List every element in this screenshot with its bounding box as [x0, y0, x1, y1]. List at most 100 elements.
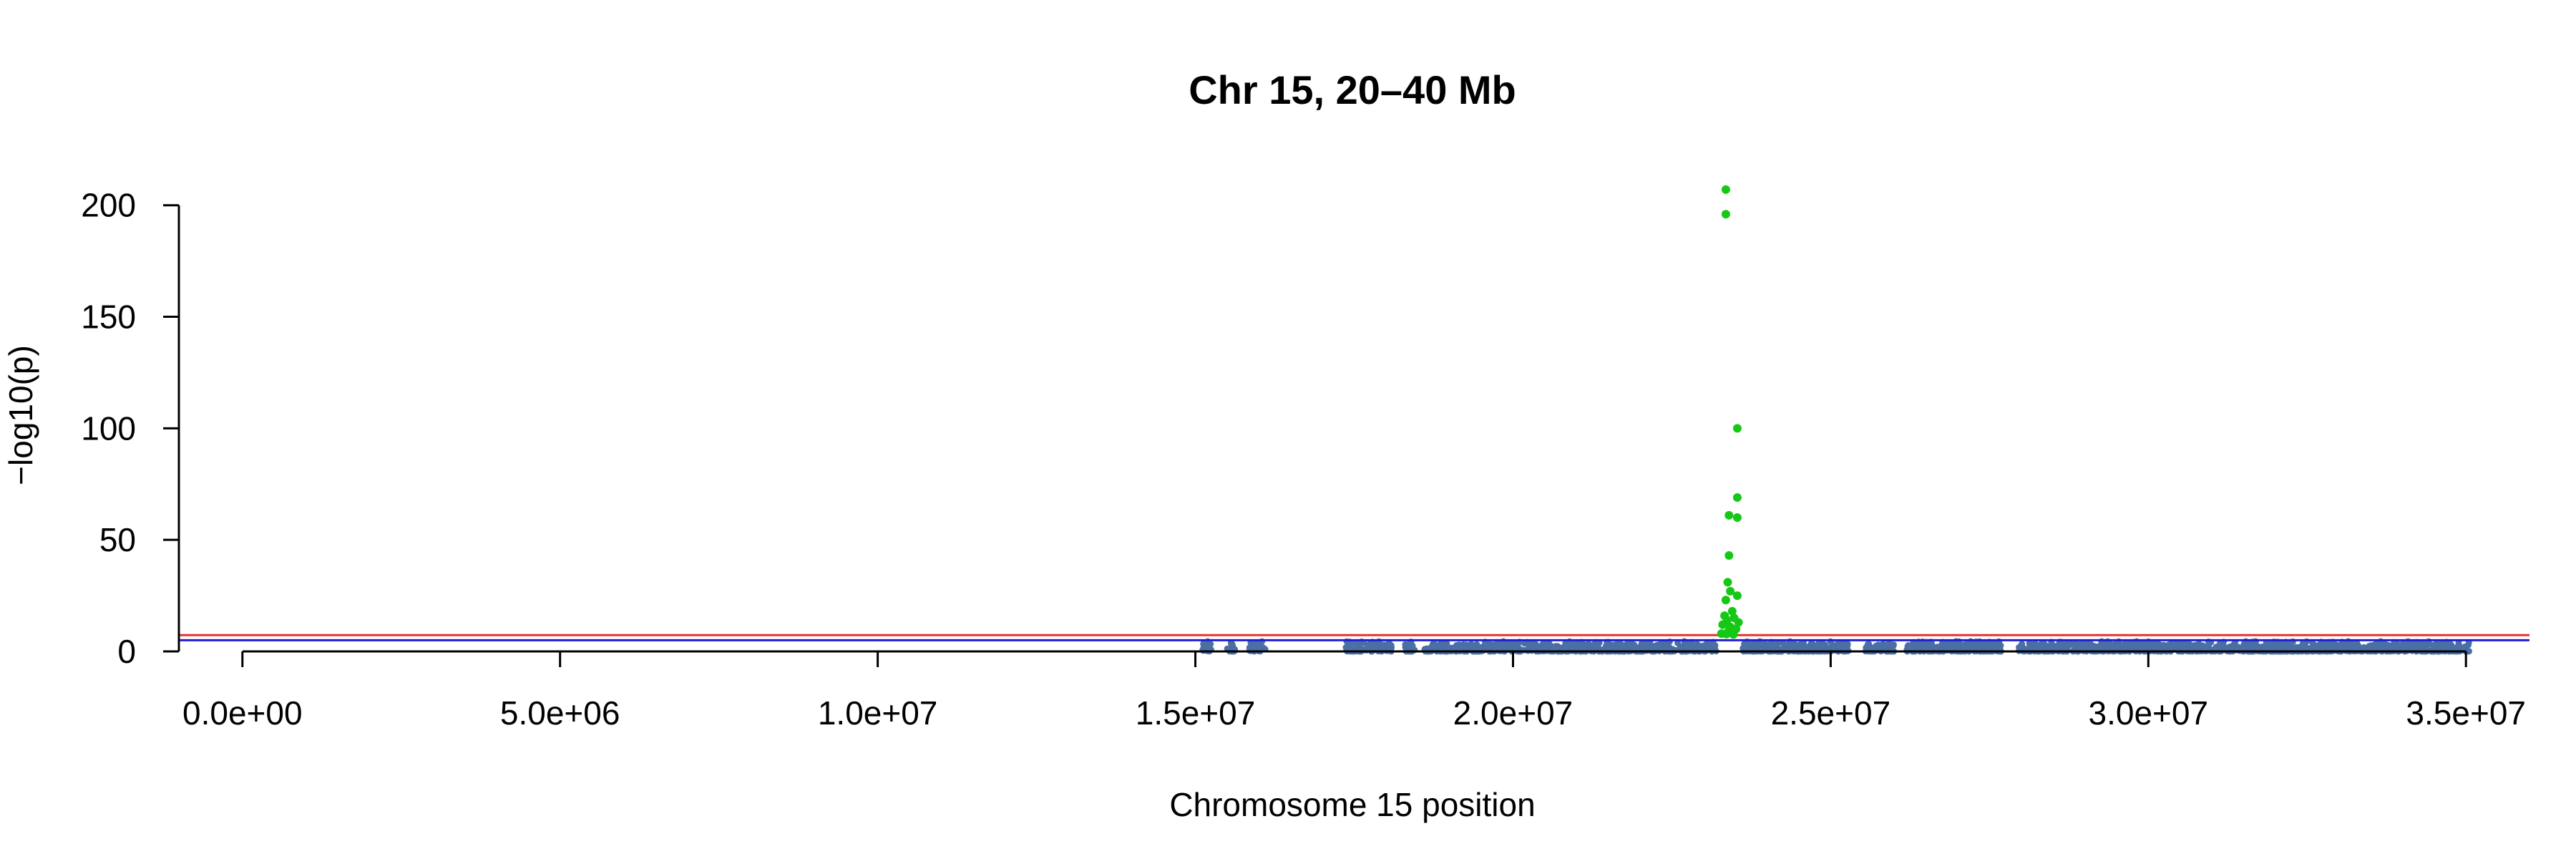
data-point	[1705, 643, 1712, 650]
data-point	[1875, 641, 1882, 649]
data-point	[1836, 644, 1843, 651]
significant-point	[1723, 578, 1732, 587]
data-point	[2052, 643, 2059, 650]
y-tick-label: 0	[117, 633, 136, 670]
data-point	[1353, 642, 1360, 649]
data-point	[1535, 644, 1542, 651]
data-point	[1486, 641, 1493, 649]
data-point	[1747, 641, 1755, 648]
data-point	[2379, 644, 2385, 651]
significant-point	[1727, 606, 1737, 616]
data-point	[2385, 641, 2391, 649]
significant-point	[1721, 210, 1730, 219]
data-point	[1843, 642, 1850, 649]
x-tick-label: 2.0e+07	[1453, 694, 1574, 732]
data-point	[2402, 644, 2409, 651]
significant-point	[1729, 630, 1738, 639]
x-axis-label: Chromosome 15 position	[1169, 786, 1535, 823]
data-point	[1229, 644, 1236, 651]
significant-point	[1722, 629, 1731, 639]
data-point	[1890, 642, 1897, 649]
data-point	[2389, 641, 2396, 649]
data-point	[1610, 641, 1617, 649]
significant-point	[1732, 513, 1742, 522]
data-point	[2424, 641, 2431, 648]
data-point	[2259, 643, 2266, 650]
y-tick-label: 200	[81, 187, 136, 224]
significant-point	[1732, 591, 1742, 601]
data-point	[1529, 639, 1536, 646]
data-point	[2162, 644, 2169, 651]
data-point	[2076, 641, 2083, 649]
data-point	[2186, 643, 2193, 650]
data-point	[2419, 645, 2426, 652]
x-tick-label: 3.0e+07	[2089, 694, 2209, 732]
significant-point	[1726, 586, 1735, 596]
data-point	[1207, 641, 1214, 648]
data-point	[2039, 642, 2046, 649]
data-point	[2132, 644, 2140, 651]
data-point	[1541, 640, 1548, 647]
significant-point	[1732, 424, 1742, 433]
data-point	[2227, 643, 2234, 650]
data-point	[2140, 641, 2147, 648]
data-point	[1865, 641, 1872, 648]
significant-point	[1724, 551, 1734, 560]
data-point	[2406, 643, 2414, 650]
data-point	[1762, 640, 1769, 647]
data-point	[2286, 639, 2293, 646]
data-point	[2192, 641, 2200, 649]
data-point	[1807, 641, 1814, 649]
data-point	[1631, 641, 1638, 649]
x-axis-ticks: 0.0e+00 5.0e+06 1.0e+07 1.5e+07 2.0e+07 2.5e+…	[182, 651, 2526, 732]
data-point	[1388, 644, 1395, 651]
data-point	[1822, 641, 1829, 649]
x-tick-label: 1.5e+07	[1136, 694, 1256, 732]
data-point	[1460, 644, 1467, 651]
data-point	[1493, 641, 1500, 649]
data-point	[1471, 642, 1478, 649]
data-point	[1375, 641, 1382, 649]
data-point	[2412, 641, 2419, 649]
y-tick-label: 100	[81, 409, 136, 447]
data-point	[1257, 639, 1264, 646]
data-point	[2157, 644, 2164, 651]
data-point	[1971, 642, 1978, 649]
data-point	[1653, 642, 1660, 649]
chart-title: Chr 15, 20–40 Mb	[1189, 67, 1516, 112]
data-point	[2345, 638, 2352, 645]
data-point	[2331, 640, 2338, 647]
data-point	[2097, 642, 2104, 649]
y-tick-label: 150	[81, 299, 136, 336]
data-point	[2152, 644, 2159, 651]
y-axis-ticks: 0 50 100 150 200	[81, 187, 179, 670]
y-tick-label: 50	[99, 521, 136, 558]
x-tick-label: 1.0e+07	[818, 694, 938, 732]
data-point	[2121, 644, 2128, 650]
data-point	[1711, 641, 1718, 649]
data-point	[2146, 640, 2153, 647]
data-point	[2104, 640, 2112, 647]
data-point	[2279, 640, 2286, 647]
data-point	[1928, 641, 1935, 649]
x-tick-label: 2.5e+07	[1771, 694, 1891, 732]
significant-points	[1717, 185, 1743, 639]
data-point	[2018, 644, 2025, 651]
threshold-lines	[179, 634, 2529, 641]
data-point	[1767, 640, 1775, 647]
significant-point	[1721, 596, 1730, 605]
data-point	[2356, 644, 2363, 651]
data-point	[1502, 645, 1509, 652]
data-point	[1662, 640, 1669, 647]
significant-point	[1718, 620, 1727, 629]
significant-point	[1721, 185, 1730, 194]
data-point	[1638, 644, 1644, 651]
data-point	[2429, 642, 2436, 649]
data-point	[1674, 639, 1682, 646]
data-point	[1682, 642, 1689, 649]
data-point	[2082, 639, 2089, 646]
y-axis-label: −log10(p)	[2, 345, 39, 485]
significant-point	[1724, 510, 1734, 520]
